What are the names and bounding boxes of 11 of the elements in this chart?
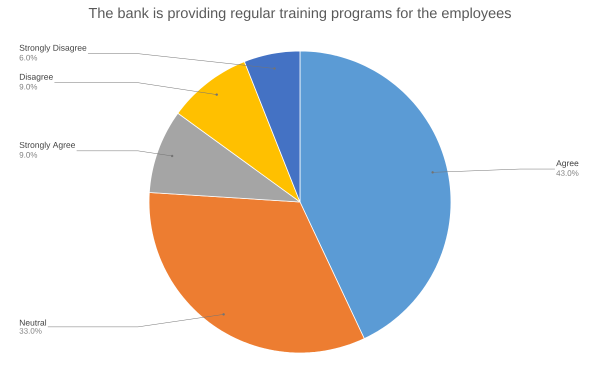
data-label: 9.0% [20, 152, 38, 158]
slice-label: Disagree [20, 74, 53, 82]
data-label: 33.0% [20, 328, 42, 334]
data-label: 43.0% [556, 170, 579, 176]
data-label: 6.0% [20, 54, 38, 61]
data-label: 9.0% [20, 84, 38, 90]
chart-title: The bank is providing regular training programs for the employees [88, 8, 511, 22]
slice-label: Neutral [20, 319, 46, 326]
slice-label: Strongly Disagree [20, 44, 86, 52]
slice-label: Strongly Agree [20, 142, 76, 150]
slice-label: Agree [556, 160, 578, 168]
